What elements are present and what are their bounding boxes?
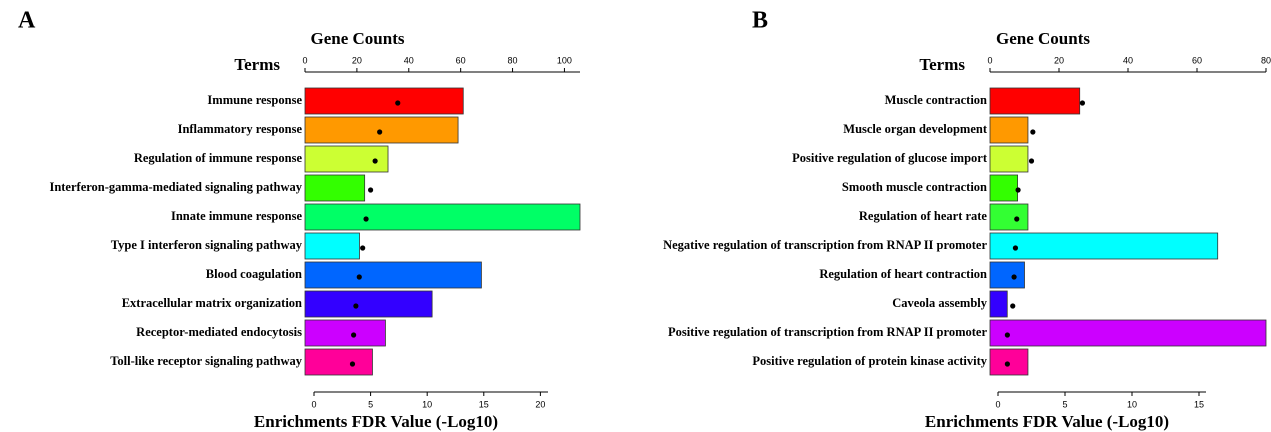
bottom-tick-label: 5 — [1062, 399, 1067, 409]
category-label: Receptor-mediated endocytosis — [136, 325, 302, 339]
fdr-dot — [1028, 158, 1035, 164]
fdr-dot — [1012, 245, 1019, 251]
bottom-tick-label: 15 — [479, 399, 489, 409]
bar — [304, 203, 581, 231]
bar — [989, 290, 1008, 318]
category-label: Regulation of heart rate — [859, 209, 988, 223]
bar — [304, 319, 386, 347]
fdr-dot — [1011, 274, 1017, 280]
bottom-axis-title: Enrichments FDR Value (-Log10) — [254, 412, 498, 431]
fdr-dot — [395, 100, 401, 106]
top-tick-label: 0 — [987, 55, 992, 65]
fdr-dot — [353, 303, 359, 309]
category-label: Positive regulation of transcription fro… — [668, 325, 988, 339]
fdr-dot — [363, 216, 369, 222]
fdr-dot — [351, 332, 357, 338]
fdr-dot — [1030, 129, 1036, 135]
bottom-tick-label: 10 — [422, 399, 432, 409]
bar — [989, 145, 1029, 173]
bar — [304, 87, 464, 115]
top-tick-label: 60 — [456, 55, 466, 65]
top-tick-label: 60 — [1192, 55, 1202, 65]
top-axis-title: Gene Counts — [996, 29, 1090, 48]
bottom-tick-label: 5 — [368, 399, 373, 409]
top-tick-label: 0 — [302, 55, 307, 65]
fdr-dot — [1004, 332, 1010, 338]
fdr-dot — [1015, 187, 1021, 193]
category-label: Innate immune response — [171, 209, 302, 223]
top-tick-label: 20 — [352, 55, 362, 65]
fdr-dot — [360, 245, 366, 251]
bottom-axis-title: Enrichments FDR Value (-Log10) — [925, 412, 1169, 431]
top-tick-label: 80 — [508, 55, 518, 65]
top-tick-label: 80 — [1261, 55, 1271, 65]
bottom-tick-label: 0 — [311, 399, 316, 409]
bar — [989, 203, 1029, 231]
top-tick-label: 100 — [557, 55, 572, 65]
terms-label: Terms — [234, 55, 280, 74]
bottom-tick-label: 10 — [1127, 399, 1137, 409]
fdr-dot — [1010, 303, 1016, 309]
panel-label: B — [752, 8, 768, 34]
category-label: Extracellular matrix organization — [122, 296, 302, 310]
top-axis-title: Gene Counts — [311, 29, 405, 48]
category-label: Inflammatory response — [178, 122, 303, 136]
bar — [989, 232, 1219, 260]
bottom-tick-label: 20 — [535, 399, 545, 409]
bar — [989, 87, 1081, 115]
bar — [989, 261, 1025, 289]
category-label: Regulation of immune response — [134, 151, 303, 165]
fdr-dot — [1079, 100, 1086, 106]
category-label: Type I interferon signaling pathway — [111, 238, 303, 252]
bar — [304, 232, 360, 260]
fdr-dot — [1004, 361, 1010, 367]
fdr-dot — [367, 187, 374, 193]
category-label: Interferon-gamma-mediated signaling path… — [49, 180, 302, 194]
category-label: Regulation of heart contraction — [819, 267, 987, 281]
fdr-dot — [356, 274, 362, 280]
bar — [989, 116, 1029, 144]
category-label: Negative regulation of transcription fro… — [663, 238, 987, 252]
bar — [989, 319, 1267, 347]
fdr-dot — [372, 158, 378, 164]
category-label: Toll-like receptor signaling pathway — [110, 354, 303, 368]
category-label: Immune response — [207, 93, 302, 107]
top-tick-label: 20 — [1054, 55, 1064, 65]
category-label: Smooth muscle contraction — [842, 180, 987, 194]
category-label: Muscle organ development — [843, 122, 988, 136]
bar — [304, 261, 482, 289]
fdr-dot — [377, 129, 383, 135]
fdr-dot — [1014, 216, 1020, 222]
category-label: Caveola assembly — [892, 296, 988, 310]
bottom-tick-label: 15 — [1194, 399, 1204, 409]
bar — [304, 290, 433, 318]
panel-label: A — [18, 8, 36, 34]
terms-label: Terms — [919, 55, 965, 74]
category-label: Blood coagulation — [206, 267, 302, 281]
top-tick-label: 40 — [1123, 55, 1133, 65]
top-tick-label: 40 — [404, 55, 414, 65]
bar — [304, 174, 366, 202]
fdr-dot — [349, 361, 356, 367]
bar — [304, 116, 459, 144]
bar — [304, 348, 373, 376]
bar — [989, 174, 1019, 202]
category-label: Positive regulation of protein kinase ac… — [752, 354, 987, 368]
category-label: Muscle contraction — [885, 93, 987, 107]
category-label: Positive regulation of glucose import — [792, 151, 988, 165]
bottom-tick-label: 0 — [995, 399, 1000, 409]
